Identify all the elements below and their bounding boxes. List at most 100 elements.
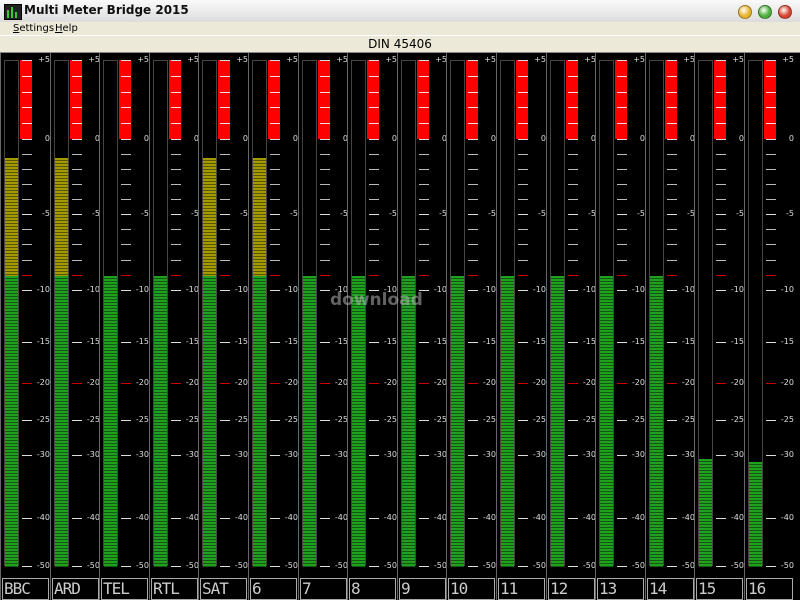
- reference-mark: [270, 383, 280, 384]
- scale-minor-tick: [121, 199, 131, 200]
- scale-label: -10: [284, 285, 298, 294]
- scale-minor-tick: [369, 244, 379, 246]
- scale-label: -40: [482, 513, 496, 522]
- scale-label: -25: [86, 415, 100, 424]
- maximize-button[interactable]: [758, 5, 772, 19]
- scale-label: -25: [284, 415, 298, 424]
- scale-tick: [617, 420, 627, 421]
- channel-label[interactable]: 10: [448, 578, 495, 600]
- scale-label: -40: [284, 513, 298, 522]
- close-button[interactable]: [778, 5, 792, 19]
- scale-tick: [766, 214, 776, 215]
- scale-tick: [72, 566, 82, 567]
- scale-tick: [766, 566, 776, 567]
- scale-minor-tick: [320, 91, 330, 93]
- channel-label[interactable]: 15: [696, 578, 743, 600]
- scale-minor-tick: [369, 107, 379, 109]
- scale-tick: [369, 455, 379, 456]
- scale-label: -40: [631, 513, 645, 522]
- channel-label[interactable]: 9: [399, 578, 446, 600]
- scale-label: -20: [582, 378, 596, 387]
- scale-minor-tick: [617, 169, 627, 170]
- reference-mark: [121, 274, 131, 276]
- scale-minor-tick: [220, 259, 230, 261]
- scale-minor-tick: [72, 184, 82, 185]
- meter-strip-10: +5 0 -5 -10 -15 -20 -25 -30 -40 -50 10: [446, 53, 496, 600]
- scale-label: -25: [681, 415, 695, 424]
- channel-label[interactable]: 8: [349, 578, 396, 600]
- channel-label[interactable]: SAT: [200, 578, 247, 600]
- scale-minor-tick: [220, 123, 230, 125]
- reference-mark: [220, 274, 230, 276]
- scale-minor-tick: [22, 259, 32, 261]
- level-green-segment: [501, 275, 514, 567]
- channel-label[interactable]: 14: [647, 578, 694, 600]
- minimize-button[interactable]: [738, 5, 752, 19]
- scale-label: -30: [482, 450, 496, 459]
- scale-minor-tick: [270, 199, 280, 200]
- channel-label[interactable]: 11: [498, 578, 545, 600]
- scale-minor-tick: [617, 244, 627, 246]
- channel-label[interactable]: 7: [300, 578, 347, 600]
- scale-minor-tick: [766, 75, 776, 77]
- scale-minor-tick: [22, 199, 32, 200]
- scale-minor-tick: [121, 91, 131, 93]
- scale-tick: [22, 290, 32, 291]
- menu-help[interactable]: Help: [55, 23, 78, 34]
- scale-minor-tick: [121, 259, 131, 261]
- reference-mark: [518, 383, 528, 384]
- channel-label[interactable]: RTL: [151, 578, 198, 600]
- scale-tick: [568, 420, 578, 421]
- meter-strip-1: +5 0 -5 -10 -15 -20 -25 -30 -40 -50 BBC: [0, 53, 50, 600]
- scale-minor-tick: [667, 75, 677, 77]
- scale-label: -15: [185, 337, 199, 346]
- title-bar[interactable]: Multi Meter Bridge 2015: [0, 0, 800, 23]
- scale-minor-tick: [220, 184, 230, 185]
- scale-tick: [568, 342, 578, 343]
- scale-tick: [419, 420, 429, 421]
- scale-label: -20: [730, 378, 744, 387]
- scale-minor-tick: [617, 199, 627, 200]
- channel-label[interactable]: 16: [746, 578, 793, 600]
- scale-tick: [22, 518, 32, 519]
- scale-minor-tick: [72, 259, 82, 261]
- reference-mark: [72, 383, 82, 384]
- channel-label[interactable]: ARD: [52, 578, 99, 600]
- scale-label: +5: [38, 55, 50, 64]
- scale-label: +5: [683, 55, 695, 64]
- scale-label: +5: [732, 55, 744, 64]
- scale-label: -15: [334, 337, 348, 346]
- scale-label: -10: [86, 285, 100, 294]
- scale-tick: [617, 566, 627, 567]
- menu-settings[interactable]: Settings: [13, 23, 55, 34]
- scale-minor-tick: [22, 244, 32, 246]
- scale-minor-tick: [419, 75, 429, 77]
- meter-strip-15: +5 0 -5 -10 -15 -20 -25 -30 -40 -50 15: [694, 53, 744, 600]
- channel-label[interactable]: 6: [250, 578, 297, 600]
- scale-label: -10: [631, 285, 645, 294]
- level-green-segment: [352, 275, 365, 567]
- scale-minor-tick: [667, 259, 677, 261]
- scale-minor-tick: [121, 107, 131, 109]
- overload-red-zone: [714, 60, 726, 139]
- scale-label: -40: [383, 513, 397, 522]
- scale-minor-tick: [320, 259, 330, 261]
- scale-label: -20: [284, 378, 298, 387]
- meter-bridge: +5 0 -5 -10 -15 -20 -25 -30 -40 -50 BBC +5 0 -5 -10 -15…: [0, 53, 800, 600]
- channel-label[interactable]: 12: [548, 578, 595, 600]
- scale-tick: [716, 455, 726, 456]
- channel-label[interactable]: 13: [597, 578, 644, 600]
- scale-tick: [667, 455, 677, 456]
- channel-label[interactable]: TEL: [101, 578, 148, 600]
- scale-minor-tick: [320, 169, 330, 170]
- reference-mark: [419, 383, 429, 384]
- scale-tick: [766, 290, 776, 291]
- scale-minor-tick: [171, 229, 181, 231]
- scale-label: -40: [532, 513, 546, 522]
- overload-red-zone: [318, 60, 330, 139]
- scale-label: 0: [590, 134, 596, 143]
- channel-label[interactable]: BBC: [2, 578, 49, 600]
- scale-minor-tick: [568, 123, 578, 125]
- scale-tick: [369, 60, 379, 61]
- scale-label: -5: [191, 209, 199, 218]
